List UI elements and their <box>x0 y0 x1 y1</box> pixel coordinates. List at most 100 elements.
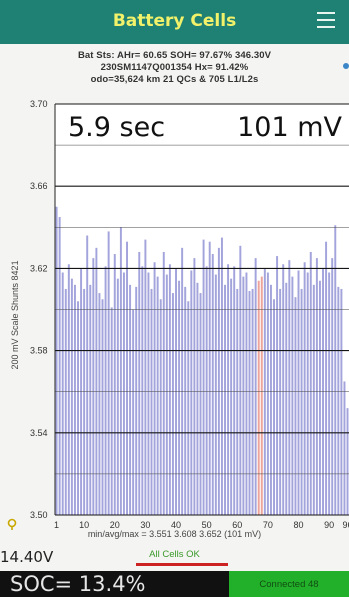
cell-bar <box>61 272 64 515</box>
cell-bar <box>266 272 269 515</box>
x-tick-label: 10 <box>79 520 89 530</box>
cell-bar <box>181 247 184 515</box>
cell-bar <box>187 301 190 515</box>
page-title: Battery Cells <box>112 11 237 31</box>
battery-status-line: Bat Sts: AHr= 60.65 SOH= 97.67% 346.30V <box>77 50 272 61</box>
cell-bar <box>239 245 242 516</box>
odometer-line: odo=35,624 km 21 QCs & 705 L1/L2s <box>90 74 259 85</box>
cell-bar <box>73 284 76 515</box>
min-avg-max-stats: min/avg/max = 3.551 3.608 3.652 (101 mV) <box>87 529 262 539</box>
cell-bar <box>248 291 251 515</box>
cell-bar <box>233 266 236 515</box>
cell-bar <box>104 266 107 515</box>
cell-bar <box>242 276 245 515</box>
cell-bar <box>251 288 254 515</box>
x-tick-label: 90 <box>324 520 334 530</box>
y-tick-label: 3.50 <box>30 510 48 520</box>
cell-bar <box>147 272 150 515</box>
cell-bar <box>153 262 156 515</box>
cell-bar <box>144 239 147 515</box>
cell-bar <box>312 284 315 515</box>
cell-bar <box>276 256 279 515</box>
cell-bar <box>337 286 340 515</box>
x-tick-label: 80 <box>293 520 303 530</box>
cell-bar <box>269 284 272 515</box>
cell-bar <box>162 251 165 515</box>
app-header: Battery Cells <box>0 0 349 44</box>
connection-status: Connected 48 <box>259 579 319 590</box>
cell-bar <box>211 254 214 515</box>
aux-battery-voltage: 14.40V <box>0 548 54 566</box>
cell-bar <box>196 282 199 515</box>
cell-bar <box>138 251 141 515</box>
cell-bar <box>58 217 61 515</box>
y-tick-label: 3.62 <box>30 263 48 273</box>
cell-bar <box>64 288 67 515</box>
cell-bar <box>70 278 73 515</box>
cell-bar <box>86 235 89 515</box>
cell-bar <box>331 258 334 515</box>
cell-bar <box>220 237 223 515</box>
cell-bar <box>178 280 181 515</box>
x-tick-label: 40 <box>171 520 181 530</box>
cell-bar <box>107 231 110 515</box>
cell-bar <box>260 276 263 515</box>
x-tick-label: 70 <box>263 520 273 530</box>
cell-bar <box>135 286 138 515</box>
cell-bar <box>343 381 346 515</box>
cell-bar <box>325 241 328 515</box>
hamburger-menu-icon[interactable] <box>317 12 335 28</box>
y-tick-label: 3.58 <box>30 346 48 356</box>
cell-bar <box>273 299 275 515</box>
cell-bar <box>297 270 300 515</box>
cell-bar <box>205 266 208 515</box>
cell-bar <box>208 241 211 515</box>
y-tick-label: 3.54 <box>30 428 48 438</box>
cell-bar <box>193 258 196 515</box>
x-tick-label: 96 <box>342 520 349 530</box>
cell-bar <box>224 284 226 515</box>
cell-bar <box>159 299 162 515</box>
cell-voltage-chart: 3.70 3.66 3.62 3.58 3.54 3.50 200 mV Scale Shu… <box>7 99 349 530</box>
cell-bar <box>282 264 285 515</box>
cell-bar <box>141 266 144 515</box>
cell-bar <box>199 293 202 515</box>
soc-panel: SOC= 13.4% <box>0 571 229 597</box>
cell-bar <box>101 299 104 515</box>
cell-bar <box>303 262 306 515</box>
soc-readout: SOC= 13.4% <box>10 572 146 596</box>
cell-bar <box>227 264 230 515</box>
cell-bar <box>129 284 132 515</box>
cell-bar <box>318 280 321 515</box>
cell-bar <box>217 247 220 515</box>
cell-bar <box>300 288 303 515</box>
cell-bar <box>132 309 135 515</box>
cell-bar <box>230 278 233 515</box>
cell-bar <box>334 225 337 515</box>
cell-bar <box>171 293 174 515</box>
cells-status: All Cells OK <box>149 549 200 560</box>
cell-bar <box>288 260 291 515</box>
cell-bar <box>92 258 95 515</box>
x-tick-label: 1 <box>54 520 59 530</box>
cell-bar <box>67 264 70 515</box>
cell-bar <box>119 227 122 516</box>
cell-bar <box>257 280 260 515</box>
cell-bar <box>279 288 282 515</box>
status-underline <box>136 563 228 566</box>
cell-bar <box>95 247 98 515</box>
cell-bar <box>116 278 119 515</box>
y-tick-label: 3.70 <box>30 99 48 109</box>
cell-bar <box>236 288 239 515</box>
cell-bar <box>309 251 312 515</box>
update-interval-readout: 5.9 sec <box>68 112 165 143</box>
cell-bar <box>126 241 128 515</box>
cell-bar <box>55 206 58 515</box>
cell-bar <box>83 288 86 515</box>
location-pin-icon <box>7 518 17 528</box>
cell-bar <box>315 258 318 515</box>
cell-bar <box>113 254 116 515</box>
cell-bar <box>285 282 288 515</box>
x-tick-label: 30 <box>140 520 150 530</box>
connection-button[interactable]: Connected 48 <box>229 571 349 597</box>
